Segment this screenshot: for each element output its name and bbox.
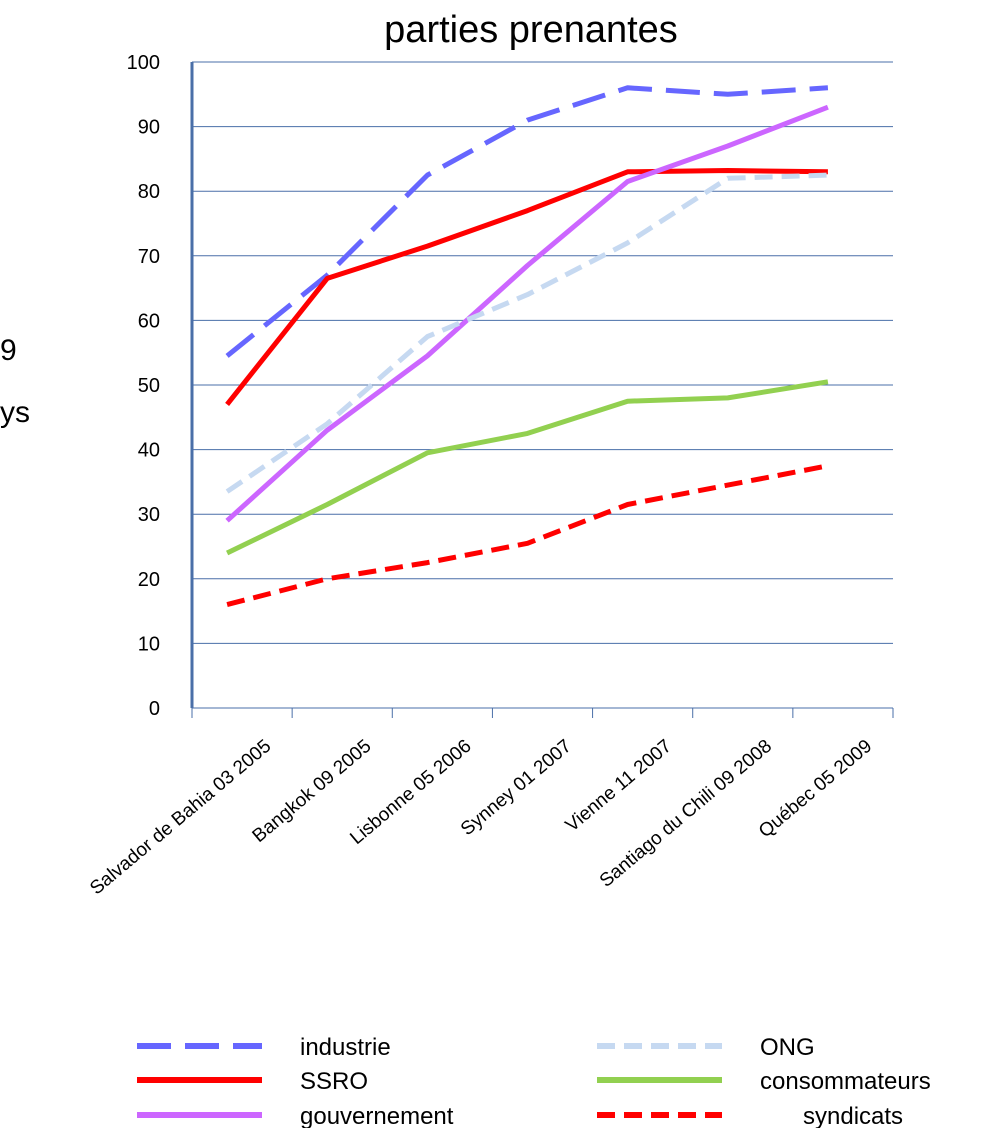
series-line-SSRO bbox=[225, 168, 828, 406]
y-tick-label: 30 bbox=[138, 504, 160, 526]
y-tick-label: 20 bbox=[138, 569, 160, 591]
x-tick-label: Vienne 11 2007 bbox=[562, 736, 676, 837]
legend-label-SSRO: SSRO bbox=[300, 1068, 368, 1095]
series-lines bbox=[225, 85, 829, 608]
y-tick-label: 10 bbox=[138, 633, 160, 655]
legend-label-consommateurs: consommateurs bbox=[760, 1068, 931, 1095]
legend-label-gouvernement: gouvernement bbox=[300, 1103, 454, 1128]
side-text-line-1: 9 bbox=[0, 334, 17, 367]
series-line-syndicats bbox=[226, 463, 829, 608]
series-line-gouvernement bbox=[225, 104, 829, 523]
y-tick-label: 70 bbox=[138, 246, 160, 268]
axes bbox=[190, 62, 894, 718]
x-tick-label: Santiago du Chili 09 2008 bbox=[596, 736, 776, 892]
gridlines bbox=[192, 61, 893, 644]
series-line-ONG bbox=[225, 172, 828, 494]
chart-title: parties prenantes bbox=[384, 9, 678, 51]
y-tick-label: 60 bbox=[138, 310, 160, 332]
series-line-industrie bbox=[225, 85, 829, 358]
legend-label-industrie: industrie bbox=[300, 1034, 391, 1061]
side-text-line-2: ys bbox=[0, 396, 30, 429]
series-line-consommateurs bbox=[226, 379, 829, 556]
y-tick-label: 90 bbox=[138, 117, 160, 139]
y-axis-ticks: 0 10 20 30 40 50 60 70 80 90 100 bbox=[127, 52, 160, 720]
legend-label-ONG: ONG bbox=[760, 1034, 815, 1061]
y-tick-label: 100 bbox=[127, 52, 160, 74]
y-tick-label: 80 bbox=[138, 181, 160, 203]
y-tick-label: 0 bbox=[149, 698, 160, 720]
x-tick-label: Salvador de Bahia 03 2005 bbox=[86, 736, 275, 899]
y-tick-label: 40 bbox=[138, 440, 160, 462]
legend-label-syndicats: syndicats bbox=[803, 1103, 903, 1128]
y-tick-label: 50 bbox=[138, 375, 160, 397]
legend: industrie SSRO gouvernement ONG consommateur… bbox=[137, 1034, 931, 1128]
